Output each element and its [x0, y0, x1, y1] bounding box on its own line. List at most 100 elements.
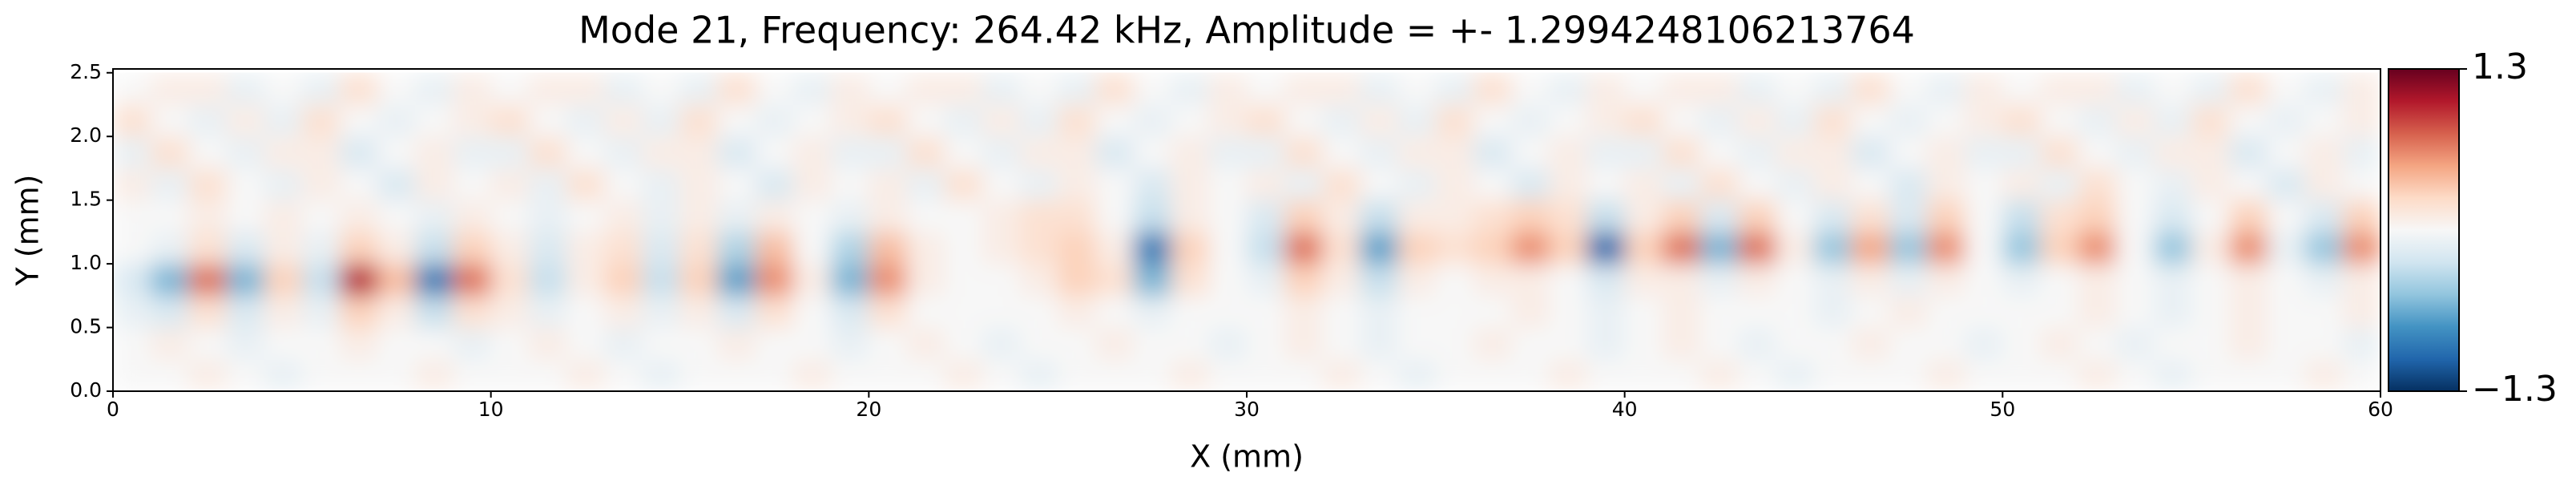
heatmap-cell — [340, 295, 378, 329]
heatmap-cell — [755, 327, 794, 360]
heatmap-cell — [2304, 104, 2344, 137]
heatmap-cell — [604, 327, 643, 360]
heatmap-cell — [566, 168, 605, 201]
heatmap-cell — [1058, 200, 1096, 232]
heatmap-cell — [2342, 264, 2380, 297]
heatmap-cell — [755, 104, 794, 137]
heatmap-cell — [869, 295, 907, 329]
heatmap-cell — [151, 72, 189, 105]
heatmap-cell — [2229, 200, 2268, 232]
heatmap-cell — [301, 327, 341, 360]
heatmap-cell — [604, 232, 643, 265]
heatmap-cell — [301, 104, 341, 137]
heatmap-cell — [1700, 72, 1739, 105]
heatmap-cell — [2154, 72, 2192, 105]
y-tick-label: 2.5 — [70, 60, 102, 83]
heatmap-cell — [2002, 232, 2041, 265]
heatmap-cell — [2267, 264, 2306, 297]
heatmap-cell — [1095, 295, 1134, 329]
heatmap-cell — [793, 168, 832, 201]
heatmap-cell — [415, 232, 454, 265]
heatmap-cell — [226, 327, 265, 360]
heatmap-cell — [982, 327, 1021, 360]
heatmap-cell — [906, 327, 945, 360]
heatmap-cell — [1813, 72, 1852, 105]
heatmap-cell — [1700, 168, 1739, 201]
heatmap-cell — [944, 200, 983, 232]
heatmap-cell — [2304, 168, 2344, 201]
heatmap-cell — [301, 136, 341, 169]
heatmap-cell — [377, 264, 416, 297]
heatmap-cell — [982, 104, 1021, 137]
heatmap-cell — [906, 136, 945, 169]
heatmap-cell — [604, 200, 643, 232]
heatmap-cell — [2267, 72, 2306, 105]
heatmap-cell — [2154, 264, 2192, 297]
heatmap-cell — [1624, 359, 1663, 391]
heatmap-cell — [113, 104, 151, 137]
heatmap-cell — [982, 295, 1021, 329]
heatmap-cell — [1662, 295, 1701, 329]
heatmap-cell — [1020, 264, 1058, 297]
heatmap-cell — [679, 327, 719, 360]
heatmap-cell — [1738, 200, 1776, 232]
heatmap-cell — [679, 136, 719, 169]
heatmap-cell — [1586, 168, 1626, 201]
heatmap-cell — [301, 168, 341, 201]
heatmap-cell — [1586, 104, 1626, 137]
heatmap-cell — [1776, 168, 1814, 201]
heatmap-cell — [2229, 104, 2268, 137]
heatmap-cell — [1171, 200, 1210, 232]
heatmap-cell — [1284, 72, 1323, 105]
heatmap-cell — [1511, 72, 1550, 105]
heatmap-cell — [1776, 327, 1814, 360]
x-tick-label: 10 — [478, 398, 504, 421]
heatmap-cell — [528, 327, 567, 360]
heatmap-cell — [188, 168, 227, 201]
heatmap-cell — [2267, 104, 2306, 137]
heatmap-cell — [453, 168, 492, 201]
heatmap-cell — [2304, 359, 2344, 391]
heatmap-cell — [1851, 104, 1890, 137]
heatmap-cell — [982, 136, 1021, 169]
heatmap-cell — [1851, 200, 1890, 232]
heatmap-cell — [604, 264, 643, 297]
heatmap-cell — [604, 136, 643, 169]
heatmap-cell — [1473, 327, 1512, 360]
heatmap-cell — [1095, 264, 1134, 297]
heatmap-cell — [453, 359, 492, 391]
heatmap-cell — [1020, 200, 1058, 232]
heatmap-cell — [2229, 264, 2268, 297]
heatmap-cell — [1776, 295, 1814, 329]
heatmap-cell — [2115, 104, 2155, 137]
heatmap-cell — [566, 295, 605, 329]
heatmap-cell — [1095, 136, 1134, 169]
heatmap-cell — [151, 232, 189, 265]
heatmap-cell — [1851, 168, 1890, 201]
heatmap-cell — [1511, 104, 1550, 137]
heatmap-cell — [1058, 295, 1096, 329]
heatmap-cell — [301, 232, 341, 265]
heatmap-cell — [453, 104, 492, 137]
heatmap-cell — [188, 327, 227, 360]
heatmap-cell — [1133, 295, 1172, 329]
heatmap-cell — [1965, 168, 2003, 201]
heatmap-cell — [1965, 136, 2003, 169]
heatmap-cell — [1813, 104, 1852, 137]
heatmap-cell — [1889, 104, 1928, 137]
heatmap-cell — [1927, 200, 1965, 232]
heatmap-cell — [1247, 136, 1285, 169]
heatmap-cell — [301, 72, 341, 105]
heatmap-cell — [869, 232, 907, 265]
heatmap-cell — [2304, 232, 2344, 265]
heatmap-cell — [2154, 104, 2192, 137]
heatmap-cell — [1247, 359, 1285, 391]
heatmap-cell — [2191, 104, 2230, 137]
heatmap-cell — [1738, 104, 1776, 137]
heatmap-cell — [1095, 104, 1134, 137]
heatmap-cell — [453, 232, 492, 265]
heatmap-cell — [1133, 104, 1172, 137]
heatmap-cell — [1360, 104, 1399, 137]
heatmap-cell — [1208, 295, 1248, 329]
heatmap-cell — [1549, 136, 1587, 169]
